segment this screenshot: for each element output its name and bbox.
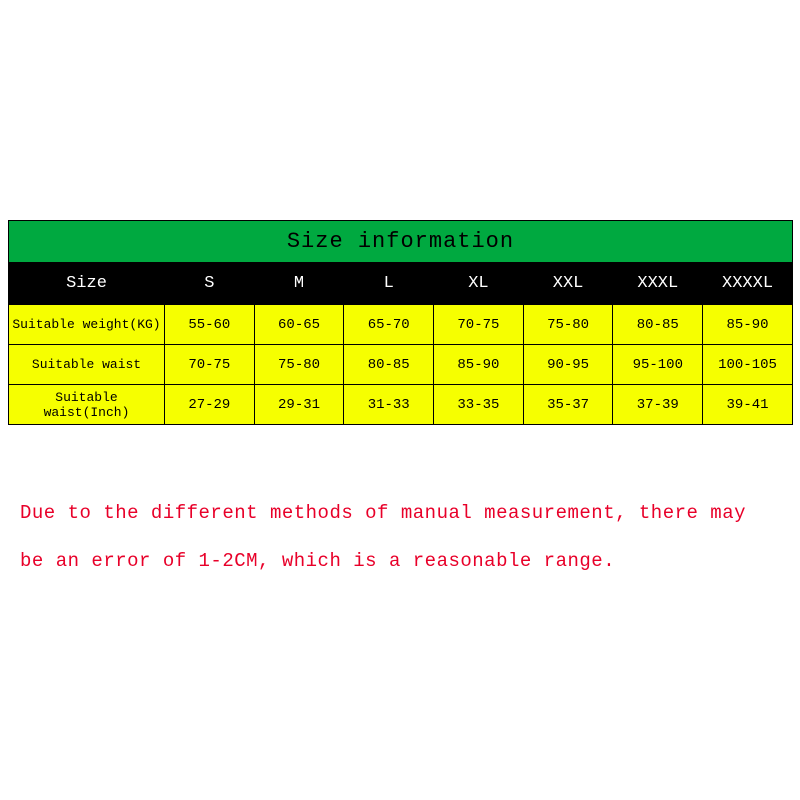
- col-header-l: L: [344, 263, 434, 305]
- cell: 60-65: [254, 305, 344, 345]
- size-chart-container: Size information Size S M L XL XXL XXXL …: [0, 0, 800, 800]
- row-label-weight: Suitable weight(KG): [9, 305, 165, 345]
- measurement-note: Due to the different methods of manual m…: [20, 490, 780, 585]
- col-header-xxxxl: XXXXL: [703, 263, 793, 305]
- table-header-row: Size S M L XL XXL XXXL XXXXL: [9, 263, 793, 305]
- cell: 100-105: [703, 345, 793, 385]
- cell: 27-29: [165, 385, 255, 425]
- cell: 55-60: [165, 305, 255, 345]
- cell: 75-80: [523, 305, 613, 345]
- cell: 29-31: [254, 385, 344, 425]
- row-label-waist: Suitable waist: [9, 345, 165, 385]
- col-header-xl: XL: [434, 263, 524, 305]
- col-header-size: Size: [9, 263, 165, 305]
- cell: 80-85: [344, 345, 434, 385]
- cell: 33-35: [434, 385, 524, 425]
- col-header-m: M: [254, 263, 344, 305]
- col-header-xxxl: XXXL: [613, 263, 703, 305]
- cell: 31-33: [344, 385, 434, 425]
- table-title: Size information: [9, 221, 793, 263]
- col-header-xxl: XXL: [523, 263, 613, 305]
- row-label-waist-inch: Suitable waist(Inch): [9, 385, 165, 425]
- cell: 70-75: [165, 345, 255, 385]
- size-table: Size information Size S M L XL XXL XXXL …: [8, 220, 793, 425]
- cell: 85-90: [434, 345, 524, 385]
- table-title-row: Size information: [9, 221, 793, 263]
- table-row: Suitable waist(Inch) 27-29 29-31 31-33 3…: [9, 385, 793, 425]
- table-row: Suitable waist 70-75 75-80 80-85 85-90 9…: [9, 345, 793, 385]
- size-table-wrap: Size information Size S M L XL XXL XXXL …: [8, 220, 792, 425]
- cell: 95-100: [613, 345, 703, 385]
- cell: 35-37: [523, 385, 613, 425]
- col-header-s: S: [165, 263, 255, 305]
- cell: 85-90: [703, 305, 793, 345]
- cell: 70-75: [434, 305, 524, 345]
- table-row: Suitable weight(KG) 55-60 60-65 65-70 70…: [9, 305, 793, 345]
- cell: 80-85: [613, 305, 703, 345]
- cell: 39-41: [703, 385, 793, 425]
- cell: 37-39: [613, 385, 703, 425]
- cell: 75-80: [254, 345, 344, 385]
- cell: 90-95: [523, 345, 613, 385]
- cell: 65-70: [344, 305, 434, 345]
